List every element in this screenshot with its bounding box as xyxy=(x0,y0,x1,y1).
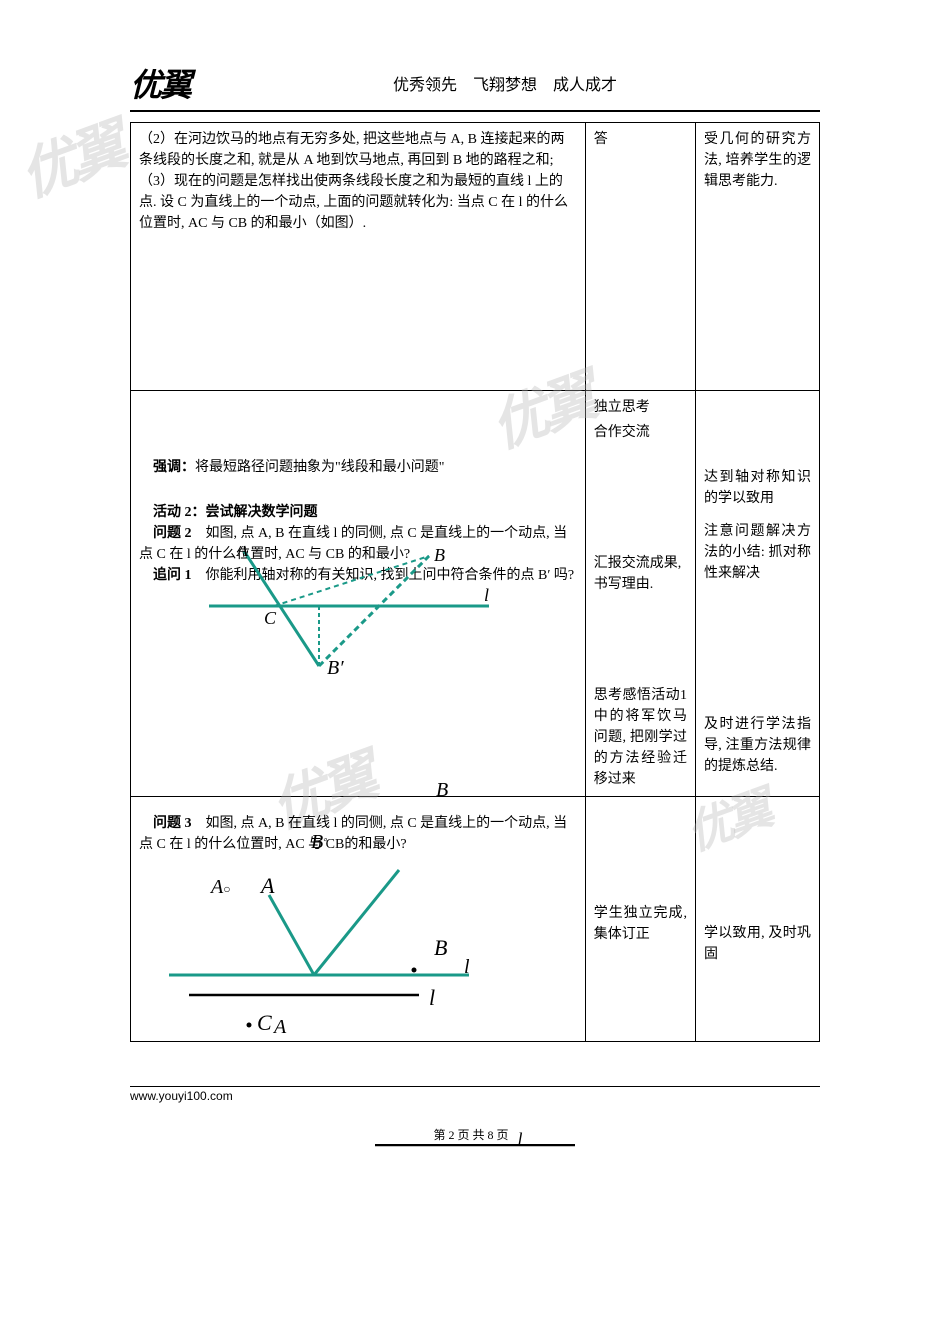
content-cell: 优翼 强调：将最短路径问题抽象为"线段和最小问题" 活动 2：尝试解决数学问题 … xyxy=(131,391,586,797)
note-text: 达到轴对称知识的学以致用 xyxy=(704,467,811,509)
answer-label: 答 xyxy=(594,129,687,150)
label-b: B xyxy=(434,546,445,565)
point-dot xyxy=(412,968,417,973)
label-b-stray: B。 xyxy=(311,827,333,857)
label-c2: C xyxy=(257,1010,272,1035)
table-row: B 问题 3 如图, 点 A, B 在直线 l 的同侧, 点 C 是直线上的一个… xyxy=(131,797,820,1042)
emphasis-label: 强调： xyxy=(153,460,195,475)
seg-right xyxy=(314,870,399,975)
content-cell: B 问题 3 如图, 点 A, B 在直线 l 的同侧, 点 C 是直线上的一个… xyxy=(131,797,586,1042)
question-label: 问题 2 xyxy=(153,526,192,541)
emphasis-line: 强调：将最短路径问题抽象为"线段和最小问题" xyxy=(139,457,577,478)
note-text: 注意问题解决方法的小结: 抓对称性来解决 xyxy=(704,521,811,584)
page-number: 第 2 页 共 8 页 l xyxy=(130,1123,820,1144)
activity-text: 学生独立完成, 集体订正 xyxy=(594,903,687,945)
question-text: 如图, 点 A, B 在直线 l 的同侧, 点 C 是直线上的一个动点, 当点 … xyxy=(139,816,567,852)
page-number-underline xyxy=(325,1144,625,1150)
header-slogan: 优秀领先 飞翔梦想 成人成才 xyxy=(190,71,820,95)
question-label: 问题 3 xyxy=(153,816,192,831)
student-activity-cell: 学生独立完成, 集体订正 xyxy=(585,797,695,1042)
followup-text: 你能利用轴对称的有关知识, 找到上问中符合条件的点 B′ 吗? xyxy=(192,568,575,583)
note-text: 受几何的研究方法, 培养学生的逻辑思考能力. xyxy=(704,129,811,192)
label-bprime: B′ xyxy=(327,657,344,679)
problem-text: （2）在河边饮马的地点有无穷多处, 把这些地点与 A, B 连接起来的两条线段的… xyxy=(139,129,577,234)
label-l2: l xyxy=(464,956,470,978)
lesson-plan-table: （2）在河边饮马的地点有无穷多处, 把这些地点与 A, B 连接起来的两条线段的… xyxy=(130,122,820,1042)
student-activity-cell: 独立思考 合作交流 汇报交流成果, 书写理由. 思考感悟活动1中的将军饮马问题,… xyxy=(585,391,695,797)
label-a2: A xyxy=(272,1016,287,1035)
label-a-stray: A xyxy=(261,869,274,902)
label-a-stray: A○ xyxy=(211,872,230,902)
table-row: 优翼 强调：将最短路径问题抽象为"线段和最小问题" 活动 2：尝试解决数学问题 … xyxy=(131,391,820,797)
footer-divider xyxy=(130,1086,820,1087)
label-c: C xyxy=(264,608,277,628)
activity-text: 思考感悟活动1中的将军饮马问题, 把刚学过的方法经验迁移过来 xyxy=(594,685,687,790)
brand-logo: 优翼 xyxy=(130,60,190,106)
watermark-icon: 优翼 xyxy=(9,105,135,220)
note-text: 学以致用, 及时巩固 xyxy=(704,923,811,965)
stray-l-icon: l xyxy=(518,1129,523,1149)
notes-cell: 受几何的研究方法, 培养学生的逻辑思考能力. xyxy=(695,123,819,391)
label-a: A xyxy=(236,546,249,560)
label-b2: B xyxy=(434,935,447,960)
header-divider xyxy=(130,110,820,112)
label-b-stray: B xyxy=(436,775,448,805)
followup-1: 追问 1 你能利用轴对称的有关知识, 找到上问中符合条件的点 B′ 吗? xyxy=(139,565,577,586)
content-cell: （2）在河边饮马的地点有无穷多处, 把这些地点与 A, B 连接起来的两条线段的… xyxy=(131,123,586,391)
label-l: l xyxy=(484,585,489,605)
followup-label: 追问 1 xyxy=(153,568,192,583)
footer-url: www.youyi100.com xyxy=(130,1089,820,1103)
activity-title: 活动 2：尝试解决数学问题 xyxy=(139,502,577,523)
activity-text: 合作交流 xyxy=(594,422,687,443)
point-dot xyxy=(247,1023,252,1028)
notes-cell: 优翼 学以致用, 及时巩固 xyxy=(695,797,819,1042)
note-text: 及时进行学法指导, 注重方法规律的提炼总结. xyxy=(704,714,811,777)
activity-text: 汇报交流成果, 书写理由. xyxy=(594,553,687,595)
activity-text: 独立思考 xyxy=(594,397,687,418)
notes-cell: 达到轴对称知识的学以致用 注意问题解决方法的小结: 抓对称性来解决 及时进行学法… xyxy=(695,391,819,797)
geometry-diagram-2: B l l C A xyxy=(139,865,519,1035)
question-2: 问题 2 如图, 点 A, B 在直线 l 的同侧, 点 C 是直线上的一个动点… xyxy=(139,523,577,565)
question-3: 问题 3 如图, 点 A, B 在直线 l 的同侧, 点 C 是直线上的一个动点… xyxy=(139,813,577,855)
seg-left xyxy=(269,895,314,975)
label-l2b: l xyxy=(429,985,435,1010)
table-row: （2）在河边饮马的地点有无穷多处, 把这些地点与 A, B 连接起来的两条线段的… xyxy=(131,123,820,391)
student-activity-cell: 答 xyxy=(585,123,695,391)
emphasis-text: 将最短路径问题抽象为"线段和最小问题" xyxy=(195,460,444,475)
